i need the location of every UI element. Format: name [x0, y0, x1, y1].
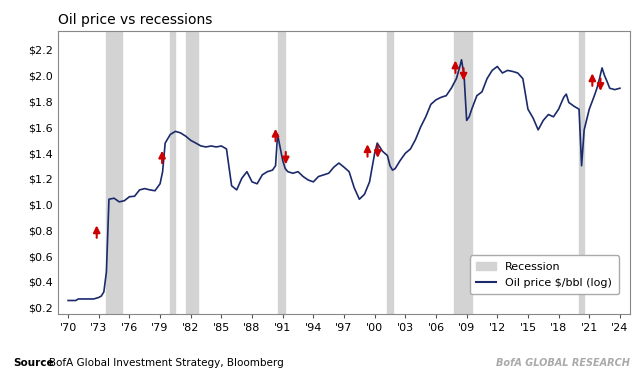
Text: Source: Source: [13, 358, 53, 368]
Text: : BofA Global Investment Strategy, Bloomberg: : BofA Global Investment Strategy, Bloom…: [42, 358, 284, 368]
Bar: [388, 31, 392, 314]
Bar: [106, 31, 122, 314]
Bar: [186, 31, 199, 314]
Bar: [278, 31, 285, 314]
Bar: [454, 31, 472, 314]
Bar: [170, 31, 176, 314]
Text: BofA GLOBAL RESEARCH: BofA GLOBAL RESEARCH: [496, 358, 630, 368]
Bar: [579, 31, 584, 314]
Text: Oil price vs recessions: Oil price vs recessions: [58, 13, 212, 27]
Legend: Recession, Oil price $/bbl (log): Recession, Oil price $/bbl (log): [470, 255, 619, 294]
